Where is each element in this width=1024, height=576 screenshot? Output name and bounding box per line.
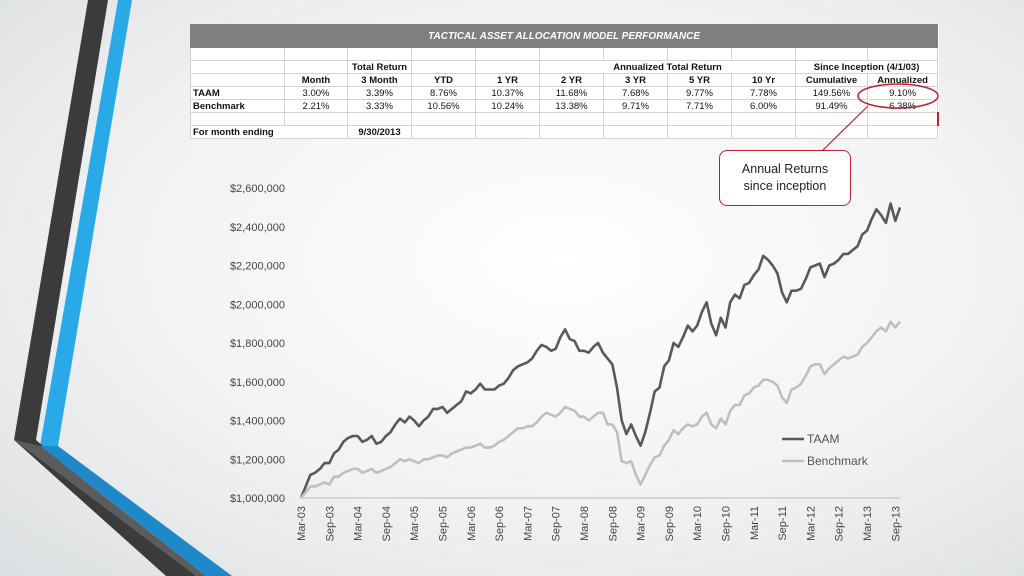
x-tick-label: Sep-07: [551, 506, 563, 541]
dark-stripe-top: [14, 0, 108, 440]
callout-box: Annual Returns since inception: [719, 150, 851, 206]
y-tick-label: $1,400,000: [230, 416, 285, 428]
callout-annotation: [821, 83, 939, 152]
callout-line-2: since inception: [743, 179, 827, 193]
legend-label: TAAM: [807, 432, 839, 446]
blue-stripe-top: [40, 0, 132, 446]
y-tick-label: $2,000,000: [230, 299, 285, 311]
x-tick-label: Sep-09: [664, 506, 676, 541]
x-tick-label: Mar-10: [692, 506, 704, 541]
highlight-ellipse: [857, 83, 939, 109]
y-tick-label: $1,800,000: [230, 338, 285, 350]
callout-pointer: [821, 105, 869, 152]
y-tick-label: $1,600,000: [230, 377, 285, 389]
series-lines: [299, 202, 902, 499]
x-tick-label: Sep-06: [494, 506, 506, 541]
footer-label: For month ending: [190, 125, 348, 139]
x-tick-label: Mar-11: [749, 506, 761, 540]
x-tick-label: Sep-03: [324, 506, 336, 541]
y-axis: $1,000,000 $1,200,000 $1,400,000 $1,600,000…: [230, 183, 285, 505]
x-axis: Mar-03 Sep-03 Mar-04 Sep-04 Mar-05 Sep-05 Mar-…: [296, 497, 902, 541]
x-tick-label: Sep-11: [777, 506, 789, 541]
series-line-taam: [299, 202, 902, 499]
x-tick-label: Mar-04: [353, 506, 365, 541]
x-tick-label: Mar-09: [636, 506, 648, 541]
x-tick-label: Mar-03: [296, 506, 308, 541]
callout-line-1: Annual Returns: [741, 162, 829, 176]
x-tick-label: Mar-05: [409, 506, 421, 541]
performance-table: TACTICAL ASSET ALLOCATION MODEL PERFORMA…: [189, 24, 939, 139]
x-tick-label: Sep-08: [607, 506, 619, 541]
legend: TAAM Benchmark: [782, 432, 869, 468]
series-line-benchmark: [299, 320, 902, 499]
table-row: Benchmark 2.21% 3.33% 10.56% 10.24% 13.3…: [190, 99, 939, 113]
x-tick-label: Sep-05: [437, 506, 449, 541]
x-tick-label: Sep-13: [890, 506, 902, 541]
y-tick-label: $2,200,000: [230, 261, 285, 273]
light-stripe-bottom: [14, 440, 206, 576]
legend-label: Benchmark: [807, 454, 869, 468]
x-tick-label: Sep-04: [381, 506, 393, 541]
y-tick-label: $2,600,000: [230, 183, 285, 195]
x-tick-label: Mar-07: [522, 506, 534, 541]
x-tick-label: Mar-13: [862, 506, 874, 541]
x-tick-label: Mar-12: [805, 506, 817, 541]
y-tick-label: $1,200,000: [230, 454, 285, 466]
x-tick-label: Mar-08: [579, 506, 591, 541]
y-tick-label: $2,400,000: [230, 222, 285, 234]
x-tick-label: Sep-10: [720, 506, 732, 541]
y-tick-label: $1,000,000: [230, 493, 285, 505]
x-tick-label: Sep-12: [834, 506, 846, 541]
blue-stripe-bottom: [40, 446, 232, 576]
table-title: TACTICAL ASSET ALLOCATION MODEL PERFORMA…: [189, 24, 939, 48]
x-tick-label: Mar-06: [466, 506, 478, 541]
